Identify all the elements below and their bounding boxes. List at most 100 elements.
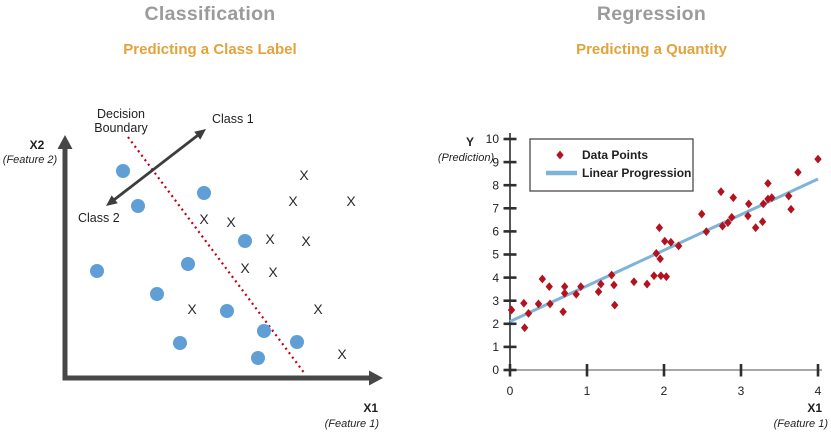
- data-point-diamond: [560, 282, 569, 292]
- data-point-diamond: [594, 287, 603, 297]
- data-point-diamond: [610, 280, 618, 290]
- classification-title: Classification: [144, 3, 276, 25]
- data-point-diamond: [607, 270, 616, 280]
- data-point-diamond: [764, 178, 772, 188]
- data-point-diamond: [787, 204, 795, 214]
- data-point-diamond: [764, 194, 772, 204]
- class1-x-mark: X: [337, 346, 347, 362]
- x-axis-sublabel: (Feature 1): [774, 418, 829, 430]
- data-point-diamond: [520, 323, 529, 333]
- decision-boundary-label-line1: Decision: [97, 107, 145, 121]
- class1-x-mark: X: [288, 193, 298, 209]
- class2-data-dot: [257, 324, 271, 338]
- classification-subtitle: Predicting a Class Label: [123, 41, 297, 58]
- class1-x-mark: X: [199, 211, 209, 227]
- class2-data-dot: [131, 199, 145, 213]
- data-point-diamond: [758, 217, 767, 227]
- legend-diamond-icon: [556, 150, 564, 160]
- y-axis-label: Y: [466, 135, 474, 149]
- y-tick-label: 2: [492, 317, 499, 331]
- class-direction-arrow: [111, 132, 201, 203]
- y-tick-label: 4: [492, 271, 499, 285]
- decision-boundary-label-line2: Boundary: [94, 121, 148, 135]
- y-tick-label: 5: [492, 248, 499, 262]
- data-point-diamond: [559, 307, 567, 317]
- class2-data-dot: [173, 336, 187, 350]
- data-point-diamond: [643, 279, 651, 289]
- class2-data-dot: [290, 335, 304, 349]
- data-point-diamond: [661, 236, 669, 246]
- class2-data-dot: [197, 186, 211, 200]
- data-point-diamond: [507, 305, 516, 315]
- y-axis-sublabel: (Feature 2): [3, 154, 58, 166]
- legend-data-points-label: Data Points: [582, 148, 648, 162]
- y-axis-sublabel: (Prediction): [438, 152, 495, 164]
- y-tick-label: 3: [492, 294, 499, 308]
- y-tick-label: 7: [492, 202, 499, 216]
- data-point-diamond: [546, 299, 554, 309]
- y-axis-label: X2: [30, 138, 45, 152]
- data-point-diamond: [785, 191, 793, 201]
- class2-data-dot: [238, 234, 252, 248]
- x-axis-label: X1: [807, 401, 822, 415]
- class1-x-mark: X: [226, 214, 236, 230]
- class2-data-dot: [90, 264, 104, 278]
- data-point-diamond: [794, 167, 802, 177]
- class2-data-dot: [150, 287, 164, 301]
- y-tick-label: 0: [492, 363, 499, 377]
- data-point-diamond: [768, 193, 776, 203]
- regression-line: [509, 177, 819, 323]
- x-tick-label: 3: [738, 384, 745, 398]
- class1-x-mark: X: [299, 167, 309, 183]
- class2-label: Class 2: [78, 211, 120, 225]
- data-point-diamond: [630, 277, 638, 287]
- y-axis-arrowhead: [57, 135, 73, 149]
- data-point-diamond: [662, 272, 671, 282]
- class1-x-mark: X: [187, 301, 197, 317]
- legend-linear-progression-label: Linear Progression: [582, 166, 691, 180]
- data-point-diamond: [729, 193, 737, 203]
- x-tick-label: 1: [584, 384, 591, 398]
- y-tick-label: 6: [492, 225, 499, 239]
- data-point-diamond: [667, 237, 675, 247]
- class2-data-dot: [251, 351, 265, 365]
- data-point-diamond: [655, 223, 664, 233]
- class2-data-dot: [220, 304, 234, 318]
- class1-arrowhead: [194, 129, 206, 140]
- regression-plot: 0 1 2 3 4 5 6 7 8 9 10 0 1 2 3 4 Y (Prediction) X1 (Feature…: [438, 132, 829, 430]
- x-tick-label: 2: [661, 384, 668, 398]
- regression-subtitle: Predicting a Quantity: [576, 41, 727, 58]
- class2-data-dot: [116, 164, 130, 178]
- data-point-diamond: [524, 309, 533, 318]
- data-point-diamond: [538, 274, 547, 284]
- regression-title: Regression: [596, 3, 707, 25]
- data-point-diamond: [728, 212, 736, 222]
- data-point-diamond: [698, 209, 706, 219]
- data-point-diamond: [744, 211, 752, 221]
- class1-x-mark: X: [240, 260, 250, 276]
- data-point-diamond: [560, 288, 569, 298]
- class1-x-mark: X: [313, 301, 323, 317]
- class1-x-mark: X: [301, 233, 311, 249]
- x-axis-label: X1: [363, 401, 378, 415]
- x-tick-label: 0: [507, 384, 514, 398]
- y-tick-label: 1: [492, 340, 499, 354]
- x-axis-sublabel: (Feature 1): [325, 418, 380, 430]
- data-point-diamond: [674, 241, 683, 251]
- data-point-diamond: [577, 282, 585, 292]
- decision-boundary-line: [127, 136, 306, 375]
- class2-data-dot: [181, 257, 195, 271]
- data-point-diamond: [611, 300, 619, 310]
- data-point-diamond: [650, 271, 658, 281]
- data-point-diamond: [520, 298, 528, 308]
- data-point-diamond: [545, 282, 553, 292]
- data-point-diamond: [534, 299, 543, 309]
- data-point-diamond: [814, 154, 822, 164]
- x-tick-label: 4: [815, 384, 822, 398]
- class1-x-mark: X: [346, 193, 356, 209]
- x-axis-arrowhead: [369, 370, 383, 386]
- class2-arrowhead: [106, 195, 118, 206]
- class1-x-mark: X: [268, 264, 278, 280]
